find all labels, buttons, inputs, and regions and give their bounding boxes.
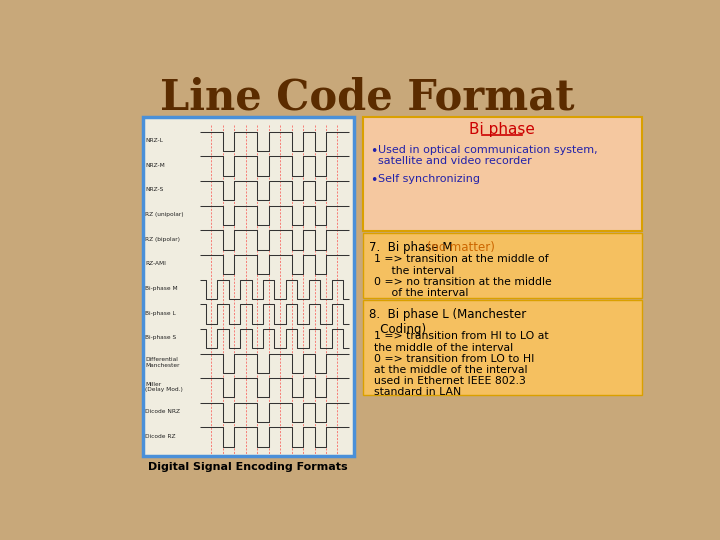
Text: 1 => transition from HI to LO at
the middle of the interval: 1 => transition from HI to LO at the mid…: [374, 331, 548, 353]
Text: 7.  Bi phase M: 7. Bi phase M: [369, 241, 452, 254]
Text: Self synchronizing: Self synchronizing: [378, 174, 480, 184]
Text: (no matter): (no matter): [423, 241, 495, 254]
Text: 0 => transition from LO to HI
at the middle of the interval: 0 => transition from LO to HI at the mid…: [374, 354, 534, 375]
Text: Line Code Format: Line Code Format: [160, 76, 575, 118]
Bar: [363, 233, 642, 298]
Text: Used in optical communication system,
satellite and video recorder: Used in optical communication system, sa…: [378, 145, 598, 166]
Text: Bi-phase S: Bi-phase S: [145, 335, 176, 340]
Text: NRZ-M: NRZ-M: [145, 163, 165, 168]
Text: Bi-phase L: Bi-phase L: [145, 310, 176, 315]
Text: •: •: [371, 174, 378, 187]
Text: 8.  Bi phase L (Manchester
   Coding): 8. Bi phase L (Manchester Coding): [369, 308, 526, 336]
Text: RZ-AMI: RZ-AMI: [145, 261, 166, 266]
Text: NRZ-L: NRZ-L: [145, 138, 163, 143]
Bar: [143, 117, 354, 456]
Text: Dicode NRZ: Dicode NRZ: [145, 409, 180, 414]
Text: Miller
(Delay Mod.): Miller (Delay Mod.): [145, 382, 183, 393]
Text: Bi-phase M: Bi-phase M: [145, 286, 178, 291]
Text: 1 => transition at the middle of
     the interval: 1 => transition at the middle of the int…: [374, 254, 548, 276]
Text: NRZ-S: NRZ-S: [145, 187, 163, 192]
Text: RZ (bipolar): RZ (bipolar): [145, 237, 180, 241]
Text: Bi phase: Bi phase: [469, 122, 535, 137]
Text: RZ (unipolar): RZ (unipolar): [145, 212, 184, 217]
Text: Digital Signal Encoding Formats: Digital Signal Encoding Formats: [148, 462, 348, 472]
Text: Dicode RZ: Dicode RZ: [145, 434, 176, 438]
Text: used in Ethernet IEEE 802.3
standard in LAN: used in Ethernet IEEE 802.3 standard in …: [374, 376, 526, 397]
Text: 0 => no transition at the middle
     of the interval: 0 => no transition at the middle of the …: [374, 276, 552, 298]
Text: Differential
Manchester: Differential Manchester: [145, 357, 179, 368]
Bar: [363, 117, 642, 231]
Text: •: •: [371, 145, 378, 158]
Bar: [363, 300, 642, 395]
